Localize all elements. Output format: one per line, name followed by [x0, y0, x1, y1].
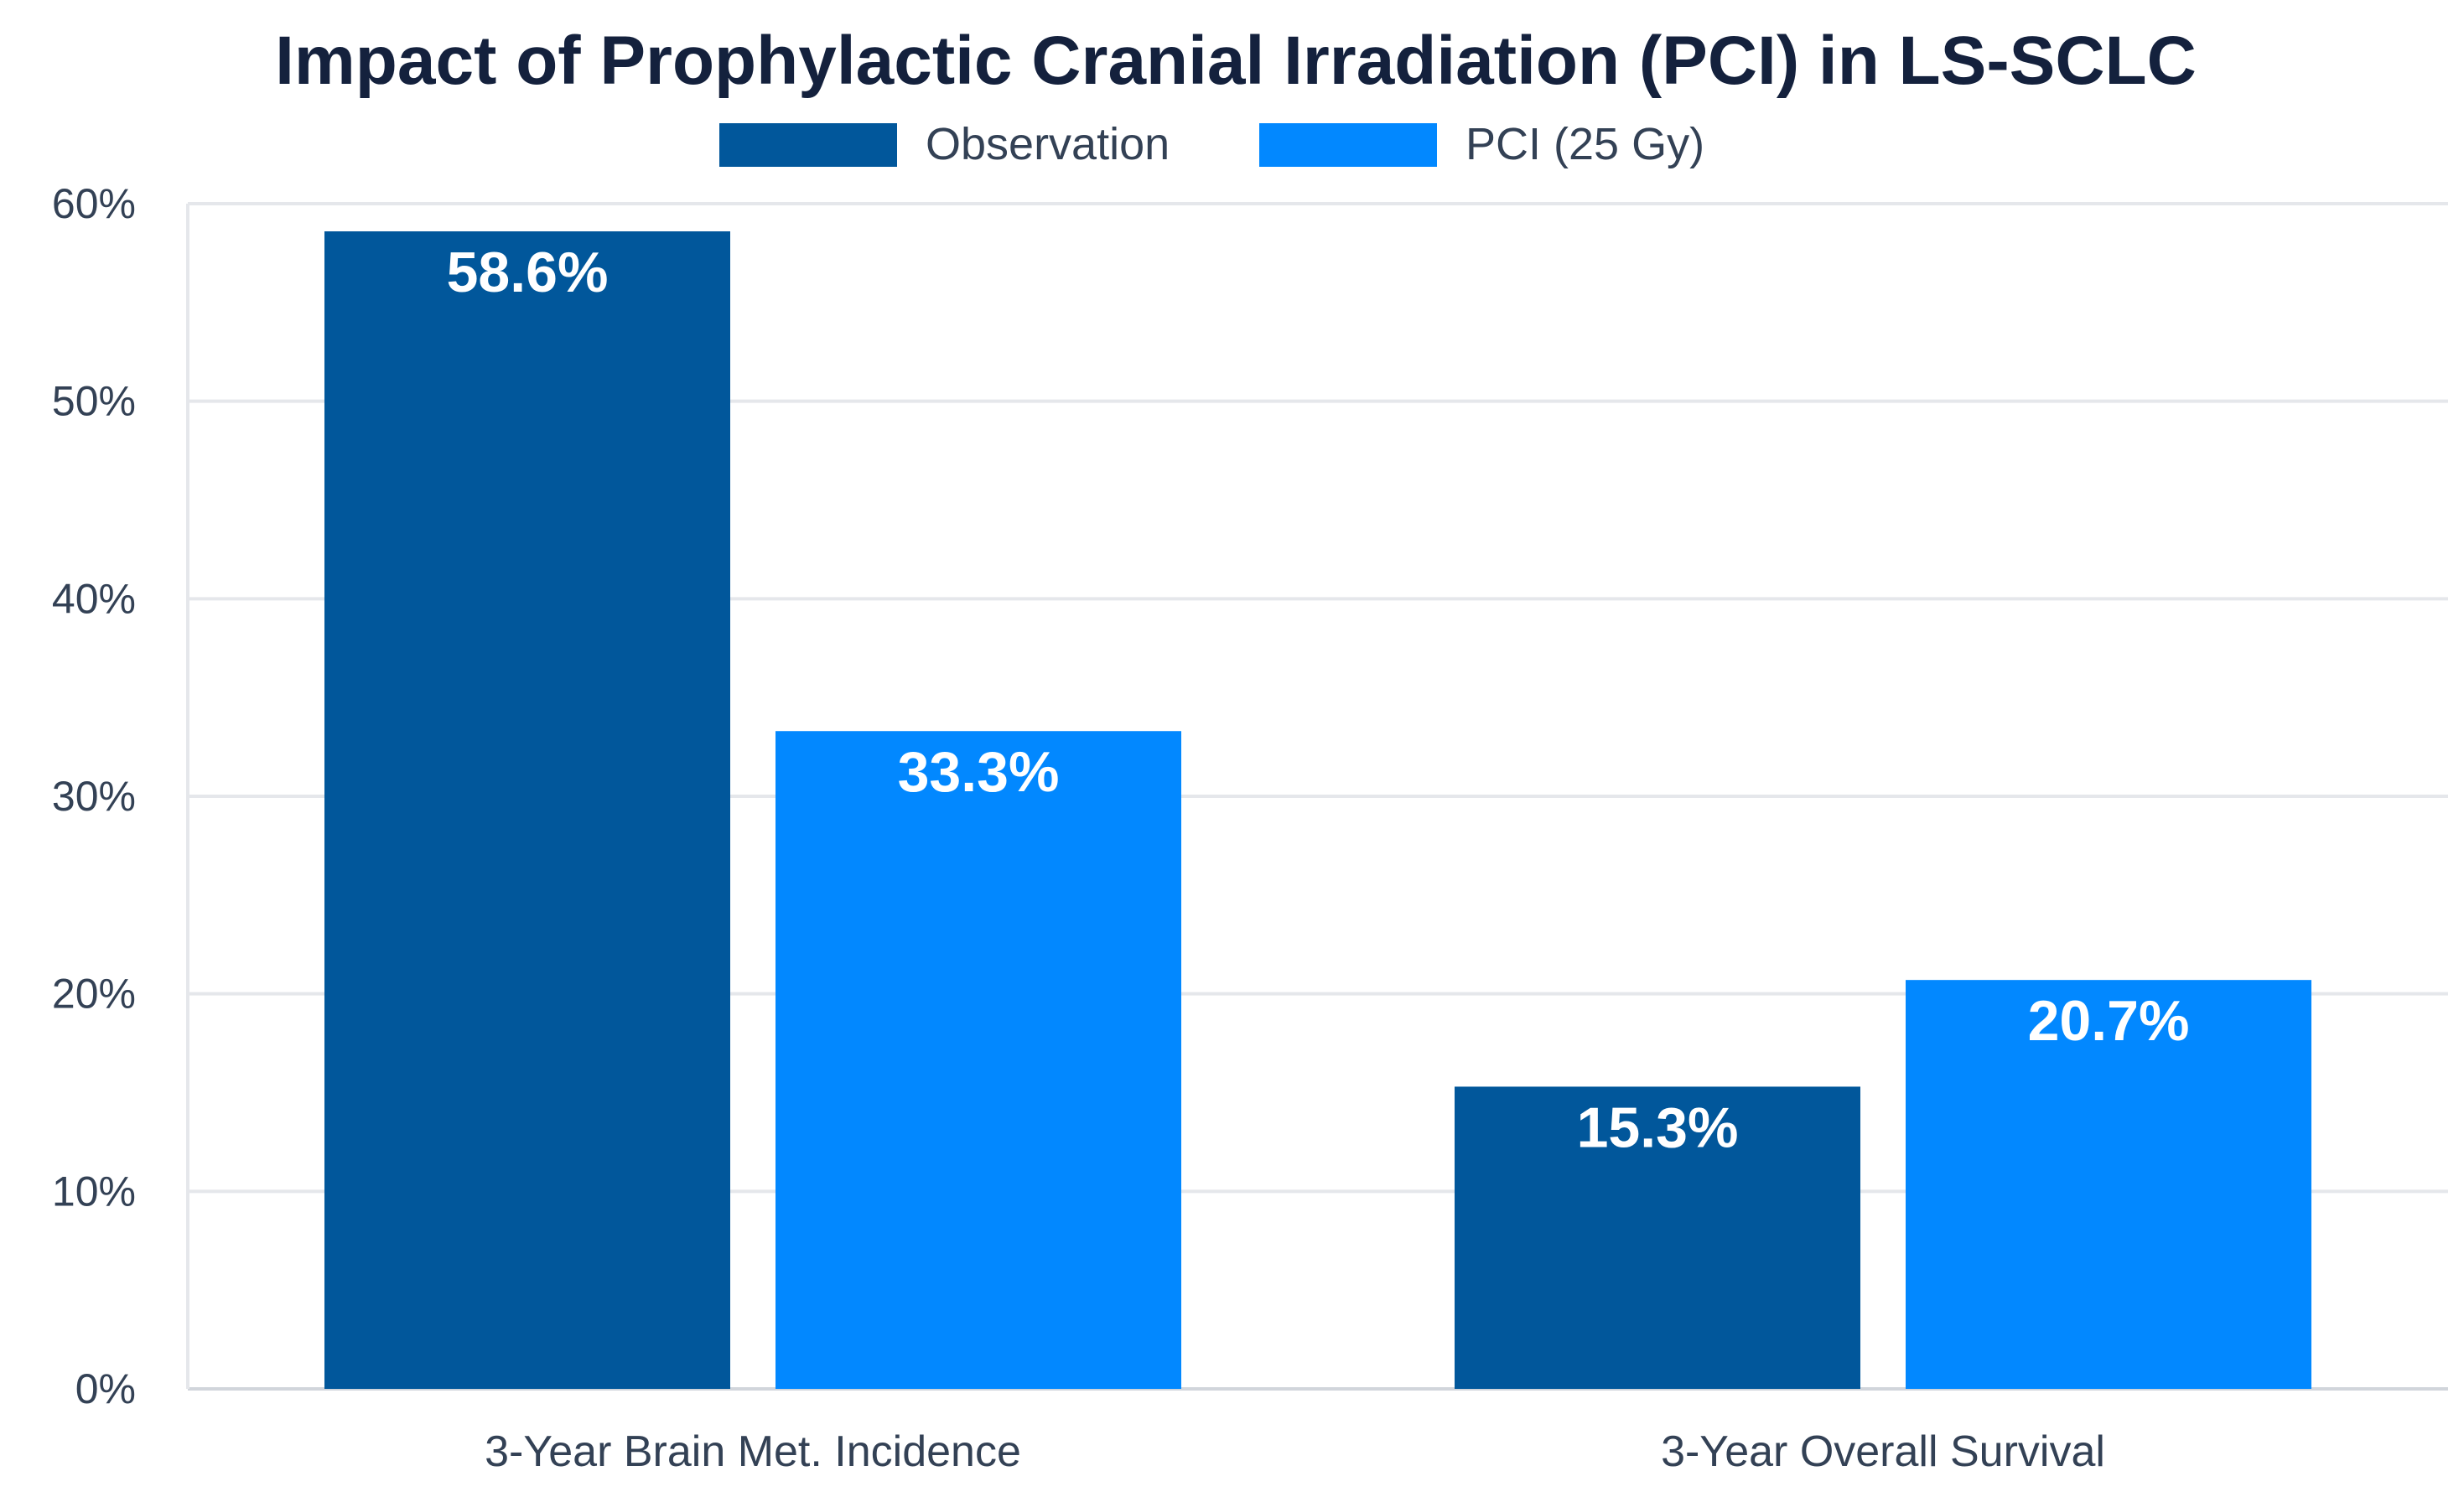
x-axis-ticks: 3-Year Brain Met. Incidence 3-Year Overal… — [485, 1427, 2105, 1476]
bar-observation-3-year-brain-met-incidence — [324, 231, 730, 1389]
legend-label-pci: PCI (25 Gy) — [1465, 119, 1704, 169]
y-tick-label-60: 60% — [52, 180, 136, 227]
bars — [324, 231, 2311, 1389]
y-axis-ticks: 0% 10% 20% 30% 40% 50% 60% — [52, 180, 136, 1412]
y-tick-label-0: 0% — [75, 1365, 136, 1412]
legend-swatch-pci — [1259, 123, 1437, 167]
y-tick-label-30: 30% — [52, 773, 136, 820]
y-tick-label-10: 10% — [52, 1168, 136, 1215]
y-tick-label-20: 20% — [52, 971, 136, 1018]
data-label-pci-25-gy-3-year-brain-met-incidence: 33.3% — [898, 740, 1060, 804]
legend-swatch-observation — [719, 123, 897, 167]
y-tick-label-50: 50% — [52, 378, 136, 425]
y-tick-label-40: 40% — [52, 575, 136, 622]
data-label-observation-3-year-overall-survival: 15.3% — [1577, 1096, 1739, 1159]
bar-pci-25-gy-3-year-brain-met-incidence — [776, 731, 1181, 1389]
data-label-observation-3-year-brain-met-incidence: 58.6% — [447, 241, 609, 304]
data-labels: 58.6% 33.3% 15.3% 20.7% — [447, 241, 2190, 1159]
bar-pci-25-gy-3-year-overall-survival — [1906, 980, 2311, 1389]
data-label-pci-25-gy-3-year-overall-survival: 20.7% — [2028, 989, 2190, 1053]
x-tick-label-3-year-brain-met-incidence: 3-Year Brain Met. Incidence — [485, 1427, 1021, 1476]
chart-title: Impact of Prophylactic Cranial Irradiati… — [275, 23, 2197, 99]
x-tick-label-3-year-overall-survival: 3-Year Overall Survival — [1661, 1427, 2105, 1476]
bar-observation-3-year-overall-survival — [1455, 1086, 1860, 1389]
legend: Observation PCI (25 Gy) — [719, 119, 1704, 169]
legend-label-observation: Observation — [926, 119, 1170, 169]
